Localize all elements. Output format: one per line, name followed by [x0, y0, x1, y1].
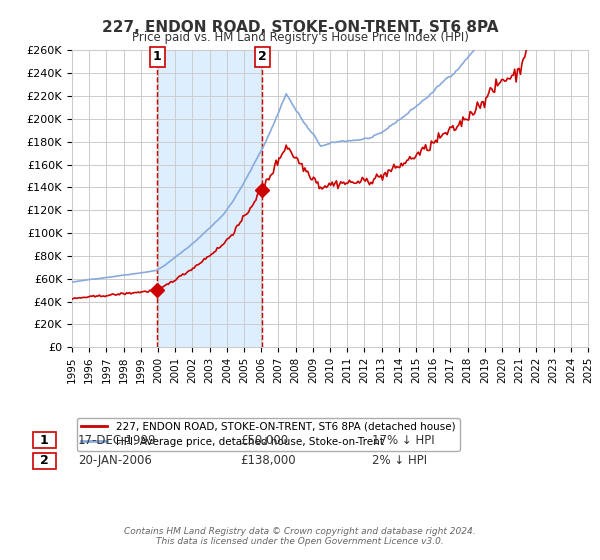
Text: 2: 2	[257, 50, 266, 63]
Text: 1: 1	[40, 433, 49, 447]
227, ENDON ROAD, STOKE-ON-TRENT, ST6 8PA (detached house)	[248, 203, 255, 210]
HPI: Average price, detached house, Stoke-on-Trent: (2.01e+03, 1.56e+05): Average price, detached house, Stoke-on-…	[248, 165, 255, 172]
Line: HPI: Average price, detached house, Stoke-on-Trent: HPI: Average price, detached house, Stok…	[72, 0, 588, 282]
227, ENDON ROAD, STOKE-ON-TRENT, ST6 8PA (detached house)	[222, 237, 229, 244]
Bar	[157, 50, 262, 347]
Text: 2: 2	[40, 454, 49, 468]
HPI: Average price, detached house, Stoke-on-Trent: (2.01e+03, 2.06e+05): Average price, detached house, Stoke-on-…	[294, 109, 301, 115]
227, ENDON ROAD, STOKE-ON-TRENT, ST6 8PA (detached house)	[68, 296, 76, 302]
Text: 1: 1	[153, 50, 161, 63]
227, ENDON ROAD, STOKE-ON-TRENT, ST6 8PA (detached house)	[131, 289, 139, 296]
Text: 17% ↓ HPI: 17% ↓ HPI	[372, 433, 434, 447]
HPI: Average price, detached house, Stoke-on-Trent: (2e+03, 5.7e+04): Average price, detached house, Stoke-on-…	[68, 279, 76, 286]
Text: £138,000: £138,000	[240, 454, 296, 468]
HPI: Average price, detached house, Stoke-on-Trent: (2e+03, 1.19e+05): Average price, detached house, Stoke-on-…	[222, 208, 229, 214]
Text: 2% ↓ HPI: 2% ↓ HPI	[372, 454, 427, 468]
Text: 227, ENDON ROAD, STOKE-ON-TRENT, ST6 8PA: 227, ENDON ROAD, STOKE-ON-TRENT, ST6 8PA	[102, 20, 498, 35]
Text: Contains HM Land Registry data © Crown copyright and database right 2024.
This d: Contains HM Land Registry data © Crown c…	[124, 526, 476, 546]
Text: Price paid vs. HM Land Registry's House Price Index (HPI): Price paid vs. HM Land Registry's House …	[131, 31, 469, 44]
Legend: 227, ENDON ROAD, STOKE-ON-TRENT, ST6 8PA (detached house), HPI: Average price, d: 227, ENDON ROAD, STOKE-ON-TRENT, ST6 8PA…	[77, 418, 460, 451]
HPI: Average price, detached house, Stoke-on-Trent: (2e+03, 1.43e+05): Average price, detached house, Stoke-on-…	[239, 181, 247, 188]
Text: £50,000: £50,000	[240, 433, 288, 447]
HPI: Average price, detached house, Stoke-on-Trent: (2e+03, 6.45e+04): Average price, detached house, Stoke-on-…	[131, 270, 139, 277]
Text: 20-JAN-2006: 20-JAN-2006	[78, 454, 152, 468]
Line: 227, ENDON ROAD, STOKE-ON-TRENT, ST6 8PA (detached house): 227, ENDON ROAD, STOKE-ON-TRENT, ST6 8PA…	[72, 0, 588, 299]
Text: 17-DEC-1999: 17-DEC-1999	[78, 433, 157, 447]
227, ENDON ROAD, STOKE-ON-TRENT, ST6 8PA (detached house)	[239, 212, 247, 219]
227, ENDON ROAD, STOKE-ON-TRENT, ST6 8PA (detached house)	[294, 155, 301, 162]
